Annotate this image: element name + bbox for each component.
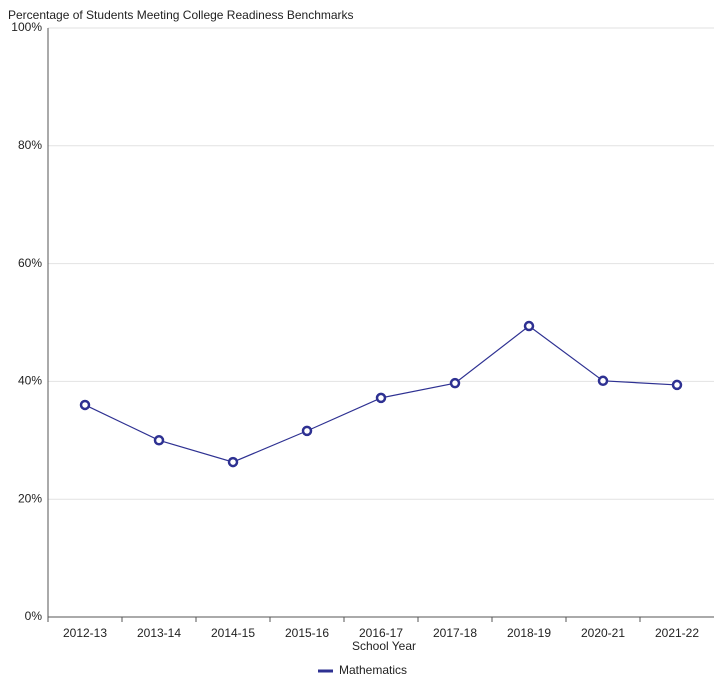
y-tick-label: 20%: [18, 491, 42, 505]
data-point: [597, 375, 609, 387]
data-point: [523, 320, 535, 332]
data-point: [449, 377, 461, 389]
x-tick-label: 2021-22: [655, 626, 699, 640]
x-tick-label: 2015-16: [285, 626, 329, 640]
x-tick-label: 2017-18: [433, 626, 477, 640]
y-tick-label: 0%: [25, 609, 43, 623]
data-point: [671, 379, 683, 391]
x-tick-label: 2012-13: [63, 626, 107, 640]
x-tick-label: 2018-19: [507, 626, 551, 640]
data-point: [227, 456, 239, 468]
y-tick-label: 80%: [18, 138, 42, 152]
x-tick-label: 2020-21: [581, 626, 625, 640]
y-tick-label: 100%: [11, 20, 42, 34]
data-point: [153, 435, 165, 446]
x-tick-label: 2016-17: [359, 626, 403, 640]
chart-title: Percentage of Students Meeting College R…: [8, 8, 354, 22]
y-tick-label: 40%: [18, 374, 42, 388]
data-point: [79, 399, 91, 411]
data-point: [375, 392, 387, 404]
legend-label: Mathematics: [339, 663, 407, 677]
data-point: [301, 425, 313, 437]
x-tick-label: 2013-14: [137, 626, 181, 640]
x-axis-label: School Year: [352, 639, 416, 653]
x-tick-label: 2014-15: [211, 626, 255, 640]
y-tick-label: 60%: [18, 256, 42, 270]
